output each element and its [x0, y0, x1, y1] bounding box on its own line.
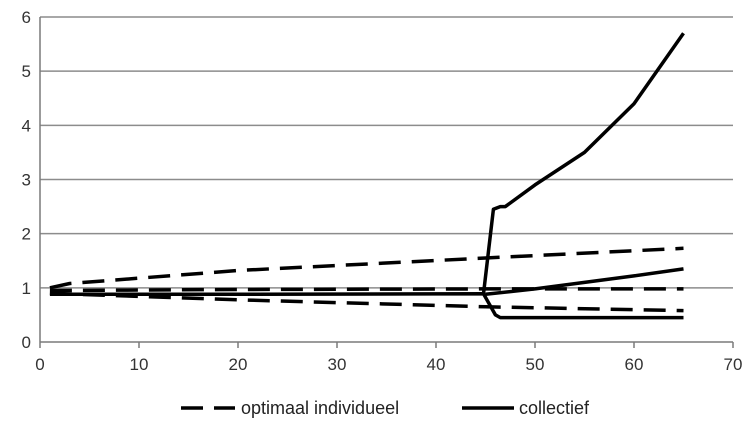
- dashed-series-line-2: [49, 287, 684, 293]
- x-tick-label-30: 30: [328, 355, 347, 374]
- y-tick-label-6: 6: [22, 8, 31, 27]
- x-tick-label-0: 0: [35, 355, 44, 374]
- series-lines: [49, 32, 685, 320]
- y-axis: 0 1 2 3 4 5 6: [22, 8, 41, 352]
- legend-label-1: optimaal individueel: [241, 398, 399, 418]
- y-tick-label-5: 5: [22, 62, 31, 81]
- x-tick-label-40: 40: [427, 355, 446, 374]
- legend-label-2: collectief: [519, 398, 590, 418]
- x-tick-label-20: 20: [229, 355, 248, 374]
- dashed-series-line-1: [49, 246, 684, 290]
- y-tick-label-0: 0: [22, 333, 31, 352]
- y-tick-label-3: 3: [22, 171, 31, 190]
- solid-series-line-1: [49, 292, 684, 320]
- x-tick-label-50: 50: [526, 355, 545, 374]
- solid-series-line-3: [485, 267, 684, 297]
- legend: optimaal individueel collectief: [181, 398, 590, 418]
- solid-series-line-2: [481, 32, 685, 295]
- dashed-series-line-3: [49, 291, 684, 313]
- y-tick-label-4: 4: [22, 116, 31, 135]
- y-tick-label-1: 1: [22, 279, 31, 298]
- y-tick-label-2: 2: [22, 225, 31, 244]
- x-tick-label-60: 60: [625, 355, 644, 374]
- x-axis: 0 10 20 30 40 50 60 70: [35, 341, 743, 374]
- gridlines: [40, 16, 733, 289]
- x-tick-label-10: 10: [130, 355, 149, 374]
- x-tick-label-70: 70: [724, 355, 743, 374]
